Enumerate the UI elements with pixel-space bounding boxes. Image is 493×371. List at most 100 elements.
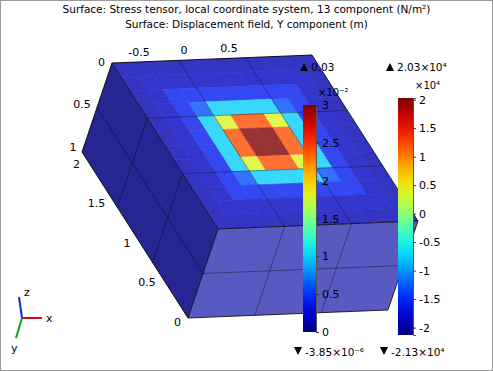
face-line xyxy=(147,110,347,118)
colorbar-axis-line xyxy=(317,106,320,333)
face-line xyxy=(97,108,203,274)
colorbar-axis: -2 -1.5 -1 -0.5 0 0.5 1 1.5 2 xyxy=(413,94,440,336)
colorbar-tick: 1.5 xyxy=(413,122,437,135)
colorbar-tick: 3 xyxy=(316,99,329,112)
colorbar-tick-mark xyxy=(316,332,319,333)
colorbar-axis-line xyxy=(414,99,417,336)
colorbar-tick-label: 1.5 xyxy=(322,213,340,226)
colorbar-tick-mark xyxy=(413,185,416,186)
colorbar-tick: -1.5 xyxy=(413,293,440,306)
colorbar-tick-mark xyxy=(413,214,416,215)
colorbar-tick: -0.5 xyxy=(413,236,440,249)
colorbar-tick-label: -0.5 xyxy=(419,236,440,249)
colorbar-tick-label: 1.5 xyxy=(419,122,437,135)
colorbar-tick-mark xyxy=(413,157,416,158)
colorbar-tick-label: 3 xyxy=(322,99,329,112)
colorbar-axis: 0 0.5 1 1.5 2 2.5 3 xyxy=(316,99,340,339)
colorbar-tick-mark xyxy=(316,294,319,295)
colorbar-tick-mark xyxy=(413,299,416,300)
colorbar-tick-label: -1 xyxy=(419,265,430,278)
title-line: Surface: Stress tensor, local coordinate… xyxy=(63,3,431,15)
colorbar: -2 -1.5 -1 -0.5 0 0.5 1 1.5 2 ×10⁴ 2.03×10⁴ -2.13×1… xyxy=(380,61,447,358)
colorbar-tick-label: 0.5 xyxy=(419,179,437,192)
colorbar-tick-label: 0.5 xyxy=(322,288,340,301)
min-label: -3.85×10⁻⁶ xyxy=(305,346,364,358)
box-edge xyxy=(188,310,388,318)
y-tick-label: 0 xyxy=(98,56,105,69)
triad-label: z xyxy=(24,286,30,299)
x-tick-label: 0.5 xyxy=(220,42,238,55)
triad-arm xyxy=(22,317,42,319)
colorbar-tick: 1.5 xyxy=(316,213,340,226)
colorbar-tick-label: 0 xyxy=(322,326,329,339)
box xyxy=(82,55,418,318)
colorbar-tick: 0 xyxy=(413,208,426,221)
min-label: -2.13×10⁴ xyxy=(391,346,445,358)
colorbar-tick-label: -2 xyxy=(419,322,430,335)
colorbar-tick: -2 xyxy=(413,322,430,335)
frame xyxy=(1,1,493,371)
box-edge xyxy=(218,221,418,229)
face-grid xyxy=(97,58,403,316)
colorbar-tick: 1 xyxy=(316,250,329,263)
colorbar-tick: 0.5 xyxy=(413,179,437,192)
triad-label: x xyxy=(46,312,53,325)
colorbar-gradient xyxy=(398,98,413,335)
colorbar-tick-label: -1.5 xyxy=(419,293,440,306)
colorbar-tick: 1 xyxy=(413,151,426,164)
colorbar-tick: 2 xyxy=(316,175,329,188)
box-edge xyxy=(112,63,218,229)
colorbar-tick-label: 2.5 xyxy=(322,137,340,150)
y-tick-label: 1 xyxy=(69,141,76,154)
face-line xyxy=(183,166,383,174)
z-tick-label: 2 xyxy=(73,158,80,171)
colorbar-multiplier: ×10⁻² xyxy=(318,87,348,98)
colorbar-tick-mark xyxy=(413,328,416,329)
axis-triad: xyz xyxy=(11,286,53,355)
colorbar-tick-mark xyxy=(316,256,319,257)
colorbar-tick-label: 0 xyxy=(419,208,426,221)
chart-root: Surface: Stress tensor, local coordinate… xyxy=(0,0,493,371)
colorbar-tick: 2.5 xyxy=(316,137,340,150)
y-tick-label: 0.5 xyxy=(73,98,91,111)
colorbar-tick-mark xyxy=(413,271,416,272)
colorbar-tick-mark xyxy=(316,105,319,106)
max-label: 2.03×10⁴ xyxy=(397,61,447,73)
colorbar-tick-label: 1 xyxy=(419,151,426,164)
max-marker xyxy=(300,63,308,71)
colorbar-tick-label: 2 xyxy=(419,94,426,107)
colorbar-tick-mark xyxy=(316,143,319,144)
colorbar-tick-label: 2 xyxy=(322,175,329,188)
colorbar-tick: 0 xyxy=(316,326,329,339)
x-tick-label: 0 xyxy=(181,44,188,57)
colorbar-gradient xyxy=(303,105,316,332)
title-group: Surface: Stress tensor, local coordinate… xyxy=(63,3,431,30)
triad-arm xyxy=(19,297,22,318)
triad-arm xyxy=(16,318,22,338)
colorbar-tick: 0.5 xyxy=(316,288,340,301)
x-tick-label: -0.5 xyxy=(128,46,149,59)
colorbar-tick-label: 1 xyxy=(322,250,329,263)
colorbar-multiplier: ×10⁴ xyxy=(415,80,440,91)
face-line xyxy=(179,60,285,226)
z-tick-label: 0 xyxy=(174,316,181,329)
title-line: Surface: Displacement field, Y component… xyxy=(125,18,368,30)
colorbar: 0 0.5 1 1.5 2 2.5 3×10⁻² 0.03 -3.85×10⁻⁶ xyxy=(294,61,364,358)
face-line xyxy=(245,58,351,224)
box-edge xyxy=(188,229,218,318)
z-tick-label: 1 xyxy=(124,237,131,250)
colorbar-tick-mark xyxy=(316,218,319,219)
left-face xyxy=(82,63,218,318)
chart-svg: Surface: Stress tensor, local coordinate… xyxy=(0,0,493,371)
colorbar-tick-mark xyxy=(316,181,319,182)
min-marker xyxy=(294,347,302,355)
z-tick-label: 1.5 xyxy=(88,197,106,210)
min-marker xyxy=(380,347,388,355)
colorbar-tick: 2 xyxy=(413,94,426,107)
box-edges xyxy=(112,55,418,318)
z-tick-label: 0.5 xyxy=(138,276,156,289)
max-marker xyxy=(386,63,394,71)
z-axis-line xyxy=(82,152,188,318)
colorbar-tick-mark xyxy=(413,128,416,129)
max-label: 0.03 xyxy=(311,61,334,73)
